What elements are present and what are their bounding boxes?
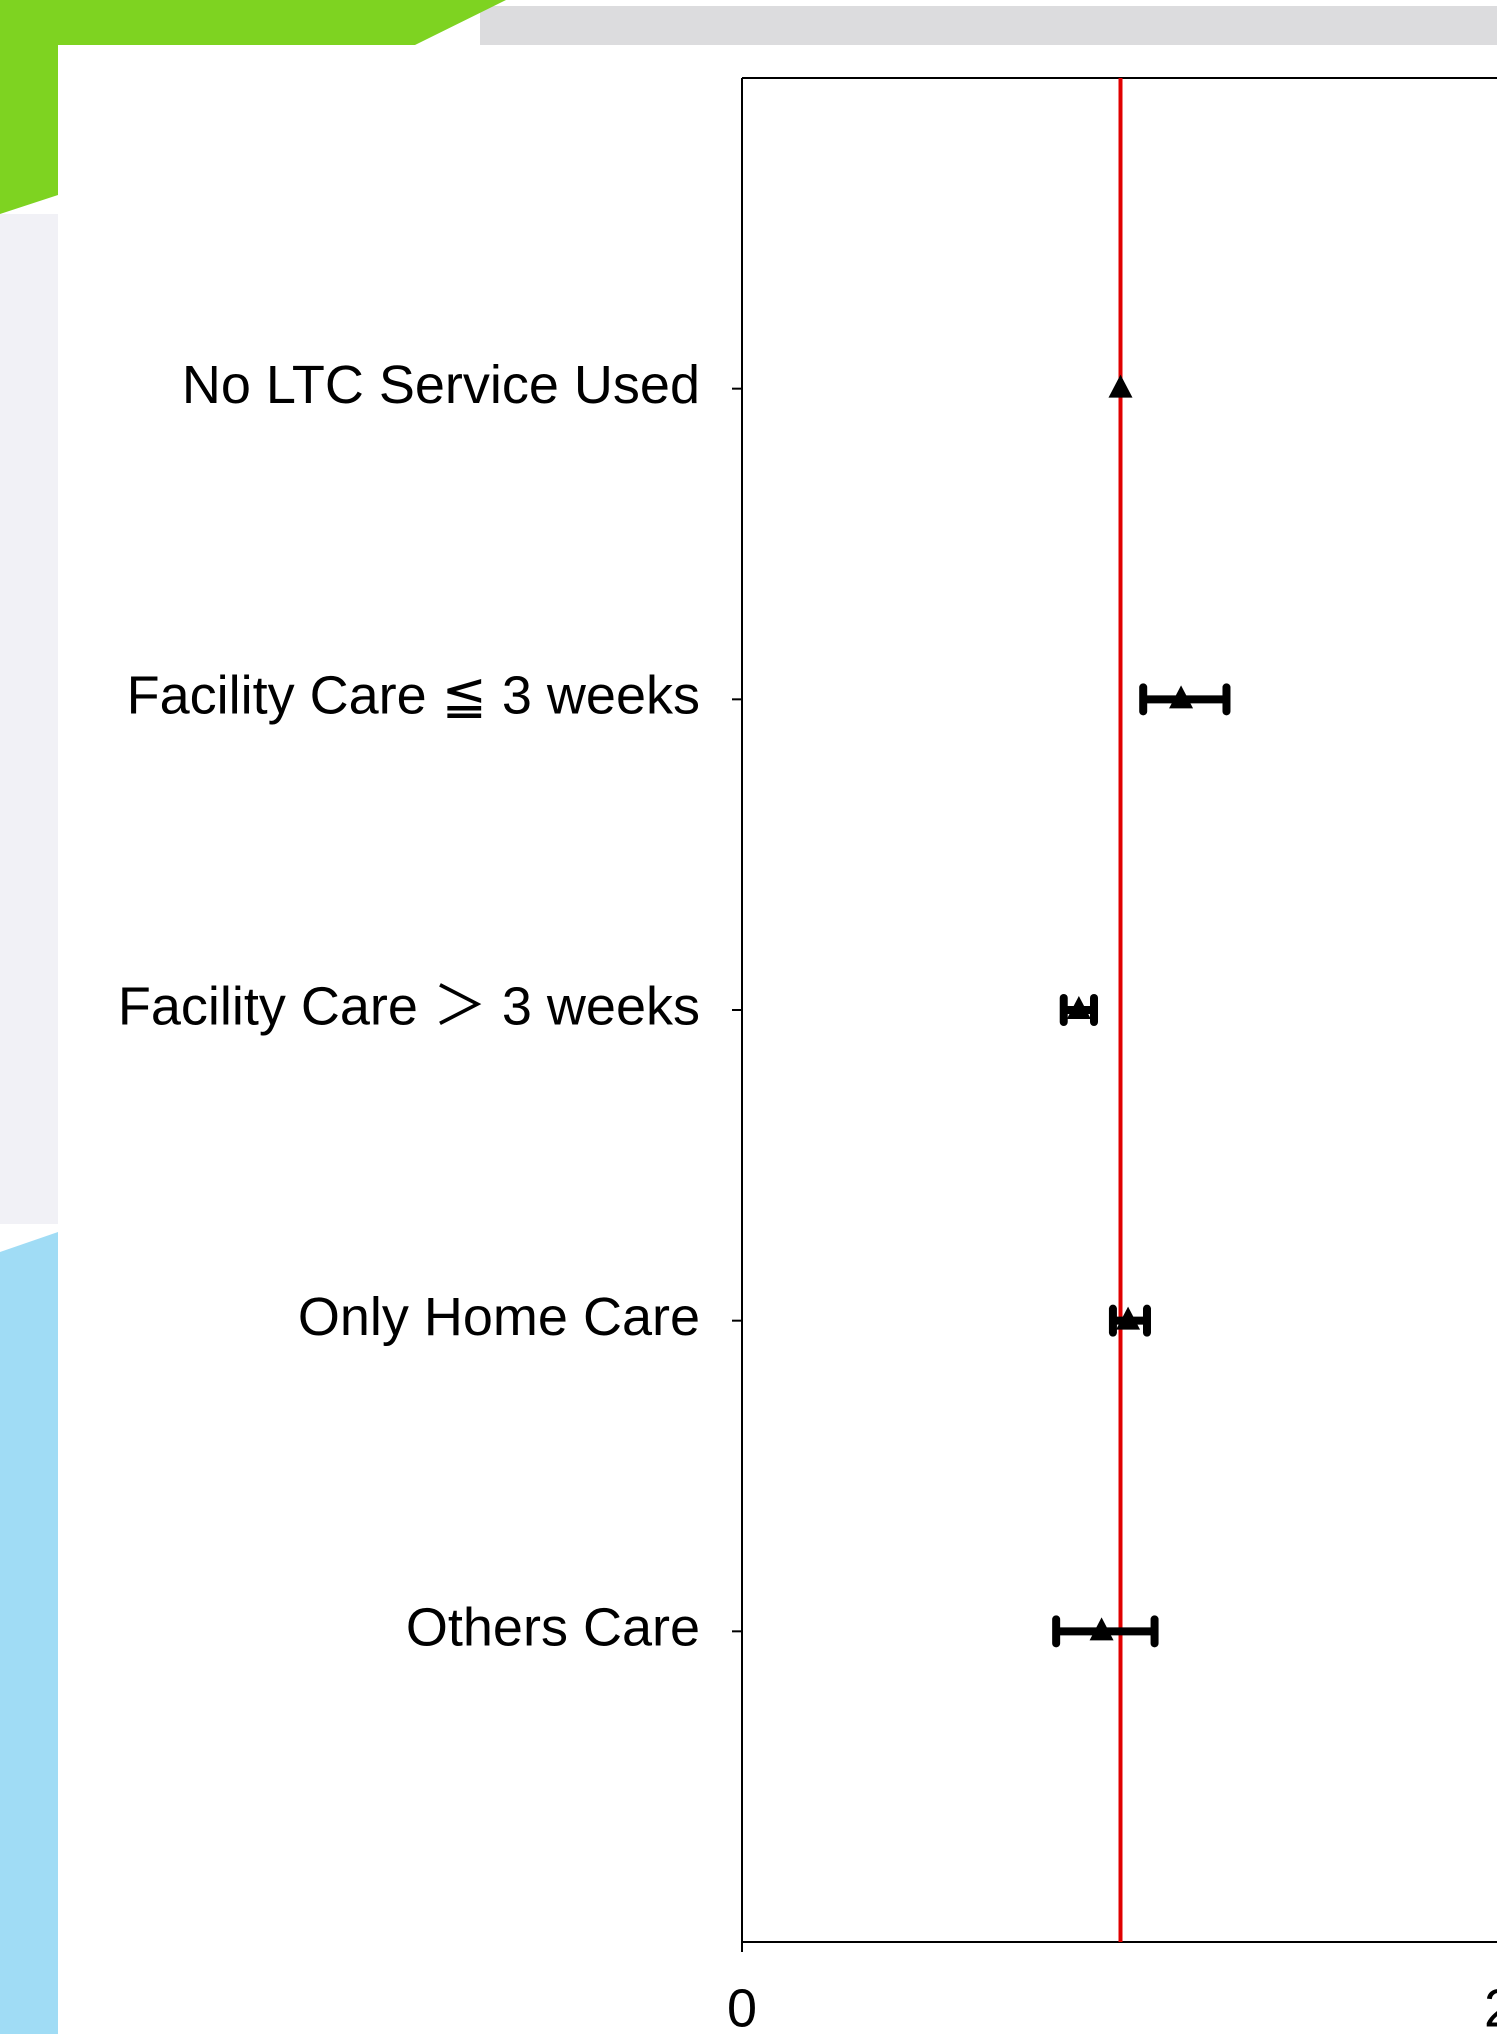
y-tick-label: Only Home Care [298,1287,700,1347]
y-tick-label: Facility Care ＞ 3 weeks [118,976,700,1036]
point-estimate [1116,1306,1141,1330]
point-estimate [1089,1617,1114,1641]
plot-area: 0 2 No LTC Service Used Facility Care ≦ 3 w… [118,77,1497,2034]
y-tick-label: No LTC Service Used [182,355,700,415]
point-estimate [1108,374,1133,398]
point-estimate [1066,996,1091,1019]
x-tick-label: 0 [727,1978,757,2034]
y-tick-label: Others Care [406,1598,700,1658]
point-estimate [1169,685,1194,709]
green-corner [0,0,506,214]
side-panel [0,214,58,1224]
x-tick-label: 2 [1484,1978,1497,2034]
blue-strip [0,1232,58,2034]
top-band [480,6,1497,45]
y-tick-label: Facility Care ≦ 3 weeks [127,666,700,726]
